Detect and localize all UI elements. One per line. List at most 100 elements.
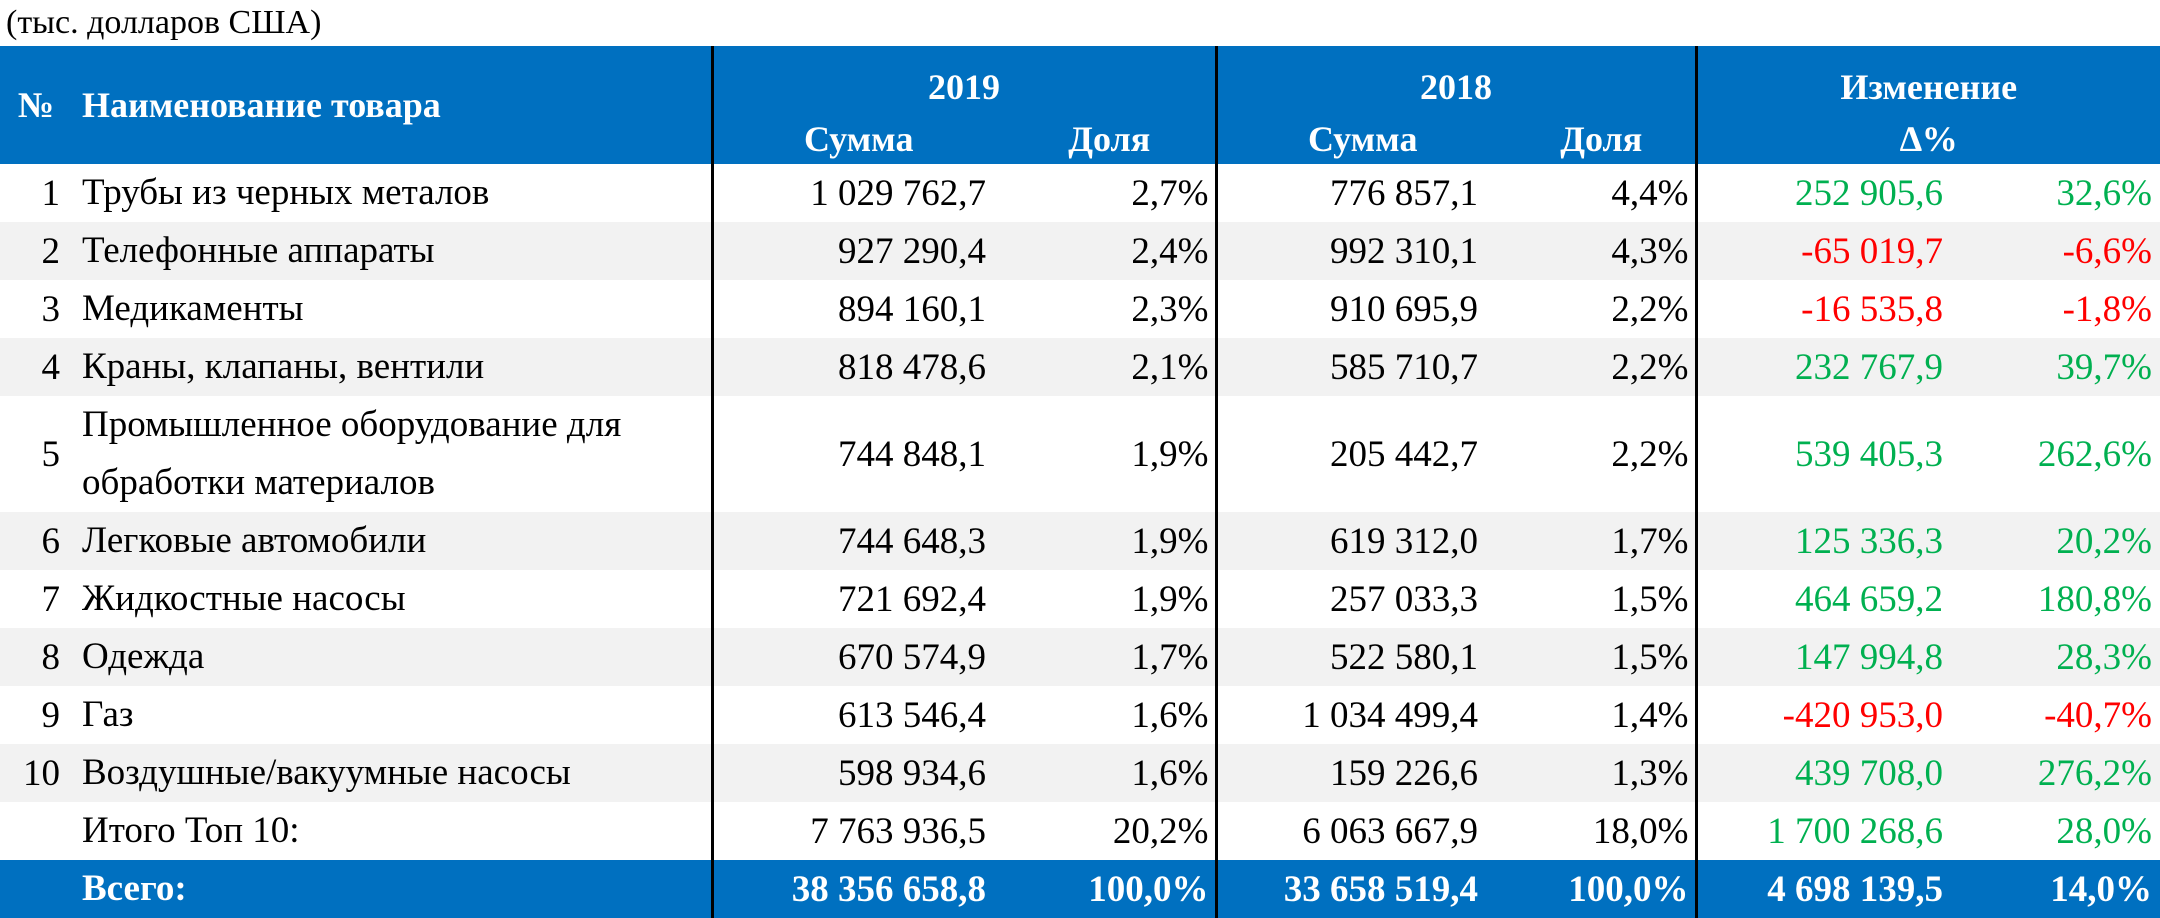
- row-share-2019: 1,9%: [1004, 396, 1218, 512]
- top10-share-2019: 20,2%: [1004, 802, 1218, 860]
- row-sum-2018: 159 226,6: [1216, 744, 1508, 802]
- table-row: 7 Жидкостные насосы 721 692,4 1,9% 257 0…: [0, 570, 2160, 628]
- row-share-2018: 1,3%: [1508, 744, 1698, 802]
- row-share-2018: 4,3%: [1508, 222, 1698, 280]
- row-delta-sum: 252 905,6: [1795, 172, 1943, 214]
- row-sum-2019: 598 934,6: [712, 744, 1004, 802]
- row-num: 4: [0, 338, 72, 396]
- row-delta-sum: -420 953,0: [1782, 694, 1943, 736]
- total-row: Всего: 38 356 658,8 100,0% 33 658 519,4 …: [0, 860, 2160, 918]
- row-delta-sum: 232 767,9: [1696, 338, 1973, 396]
- row-sum-2018: 992 310,1: [1216, 222, 1508, 280]
- header-delta-pct: ∆%: [1696, 108, 2160, 164]
- table-row: 5 Промышленное оборудование для обработк…: [0, 396, 2160, 512]
- row-delta-sum: 125 336,3: [1696, 512, 1973, 570]
- header-year-2018: 2018: [1216, 46, 1698, 108]
- row-sum-2019: 670 574,9: [712, 628, 1004, 686]
- row-share-2019: 2,7%: [1004, 164, 1218, 222]
- row-num: 5: [41, 433, 61, 475]
- total-label: Всего:: [72, 860, 714, 918]
- row-delta-sum: 439 708,0: [1696, 744, 1973, 802]
- table-row: 4 Краны, клапаны, вентили 818 478,6 2,1%…: [0, 338, 2160, 396]
- top10-share-2018: 18,0%: [1508, 802, 1698, 860]
- row-name: Жидкостные насосы: [72, 570, 714, 628]
- table-header: № Наименование товара 2019 2018 Изменени…: [0, 46, 2160, 164]
- row-sum-2019: 818 478,6: [712, 338, 1004, 396]
- row-name: Краны, клапаны, вентили: [72, 338, 714, 396]
- total-share-2019: 100,0%: [1004, 860, 1218, 918]
- row-sum-2019: 927 290,4: [712, 222, 1004, 280]
- row-delta-pct: 276,2%: [1973, 744, 2160, 802]
- header-num: №: [0, 46, 72, 164]
- header-share-2018: Доля: [1508, 108, 1698, 164]
- row-name: Одежда: [72, 628, 714, 686]
- total-share-2018: 100,0%: [1508, 860, 1698, 918]
- row-name: Трубы из черных металов: [72, 164, 714, 222]
- row-share-2018: 1,5%: [1508, 628, 1698, 686]
- total-delta-sum: 4 698 139,5: [1696, 860, 1973, 918]
- table-row: 3 Медикаменты 894 160,1 2,3% 910 695,9 2…: [0, 280, 2160, 338]
- row-delta-sum: 464 659,2: [1795, 578, 1943, 620]
- row-delta-pct: 262,6%: [2037, 433, 2152, 475]
- row-sum-2018: 776 857,1: [1330, 172, 1478, 214]
- row-sum-2018: 585 710,7: [1216, 338, 1508, 396]
- row-share-2019: 2,3%: [1004, 280, 1218, 338]
- row-share-2019: 1,9%: [1004, 512, 1218, 570]
- row-share-2019: 1,6%: [1004, 744, 1218, 802]
- top10-row: Итого Топ 10: 7 763 936,5 20,2% 6 063 66…: [0, 802, 2160, 860]
- top10-delta-sum: 1 700 268,6: [1767, 810, 1943, 852]
- table-row: 1 Трубы из черных металов 1 029 762,7 2,…: [0, 164, 2160, 222]
- row-delta-sum: -65 019,7: [1696, 222, 1973, 280]
- row-name: Легковые автомобили: [72, 512, 714, 570]
- row-delta-pct: 180,8%: [2037, 578, 2152, 620]
- row-share-2019: 1,9%: [1004, 570, 1218, 628]
- row-share-2019: 1,6%: [1004, 686, 1218, 744]
- header-share-2019: Доля: [1004, 108, 1218, 164]
- row-sum-2018: 257 033,3: [1330, 578, 1478, 620]
- table-row: 9 Газ 613 546,4 1,6% 1 034 499,4 1,4% -4…: [0, 686, 2160, 744]
- header-change: Изменение: [1696, 46, 2160, 108]
- row-sum-2018: 1 034 499,4: [1302, 694, 1478, 736]
- top10-label: Итого Топ 10:: [72, 802, 714, 860]
- row-delta-pct: -6,6%: [1973, 222, 2160, 280]
- table-body: 1 Трубы из черных металов 1 029 762,7 2,…: [0, 164, 2160, 918]
- row-share-2018: 2,2%: [1508, 338, 1698, 396]
- row-share-2018: 1,4%: [1508, 686, 1698, 744]
- row-share-2018: 4,4%: [1508, 164, 1698, 222]
- row-share-2018: 1,7%: [1508, 512, 1698, 570]
- row-delta-pct: -40,7%: [2044, 694, 2152, 736]
- row-num: 2: [0, 222, 72, 280]
- unit-caption: (тыс. долларов США): [6, 4, 322, 41]
- row-delta-pct: 39,7%: [1973, 338, 2160, 396]
- row-sum-2018: 205 442,7: [1330, 433, 1478, 475]
- row-share-2019: 2,1%: [1004, 338, 1218, 396]
- row-name: Газ: [72, 686, 714, 744]
- total-sum-2019: 38 356 658,8: [712, 860, 1004, 918]
- row-num: 9: [41, 694, 61, 736]
- row-delta-pct: 20,2%: [1973, 512, 2160, 570]
- table-row: 6 Легковые автомобили 744 648,3 1,9% 619…: [0, 512, 2160, 570]
- top-products-table: № Наименование товара 2019 2018 Изменени…: [0, 46, 2160, 918]
- row-share-2019: 2,4%: [1004, 222, 1218, 280]
- row-num: 7: [41, 578, 61, 620]
- row-delta-pct: 32,6%: [2056, 172, 2152, 214]
- top10-delta-pct: 28,0%: [2056, 810, 2152, 852]
- table-row: 10 Воздушные/вакуумные насосы 598 934,6 …: [0, 744, 2160, 802]
- row-sum-2019: 894 160,1: [838, 288, 986, 330]
- table-row: 8 Одежда 670 574,9 1,7% 522 580,1 1,5% 1…: [0, 628, 2160, 686]
- row-delta-sum: 147 994,8: [1696, 628, 1973, 686]
- row-sum-2019: 744 848,1: [838, 433, 986, 475]
- header-sum-2018: Сумма: [1216, 108, 1508, 164]
- table-row: 2 Телефонные аппараты 927 290,4 2,4% 992…: [0, 222, 2160, 280]
- total-sum-2018: 33 658 519,4: [1216, 860, 1508, 918]
- row-num: 1: [41, 172, 61, 214]
- row-delta-pct: 28,3%: [1973, 628, 2160, 686]
- row-sum-2019: 744 648,3: [712, 512, 1004, 570]
- header-name: Наименование товара: [72, 46, 714, 164]
- row-sum-2018: 522 580,1: [1216, 628, 1508, 686]
- row-num: 10: [0, 744, 72, 802]
- total-delta-pct: 14,0%: [1973, 860, 2160, 918]
- row-sum-2018: 910 695,9: [1330, 288, 1478, 330]
- row-delta-sum: -16 535,8: [1801, 288, 1943, 330]
- header-year-2019: 2019: [712, 46, 1218, 108]
